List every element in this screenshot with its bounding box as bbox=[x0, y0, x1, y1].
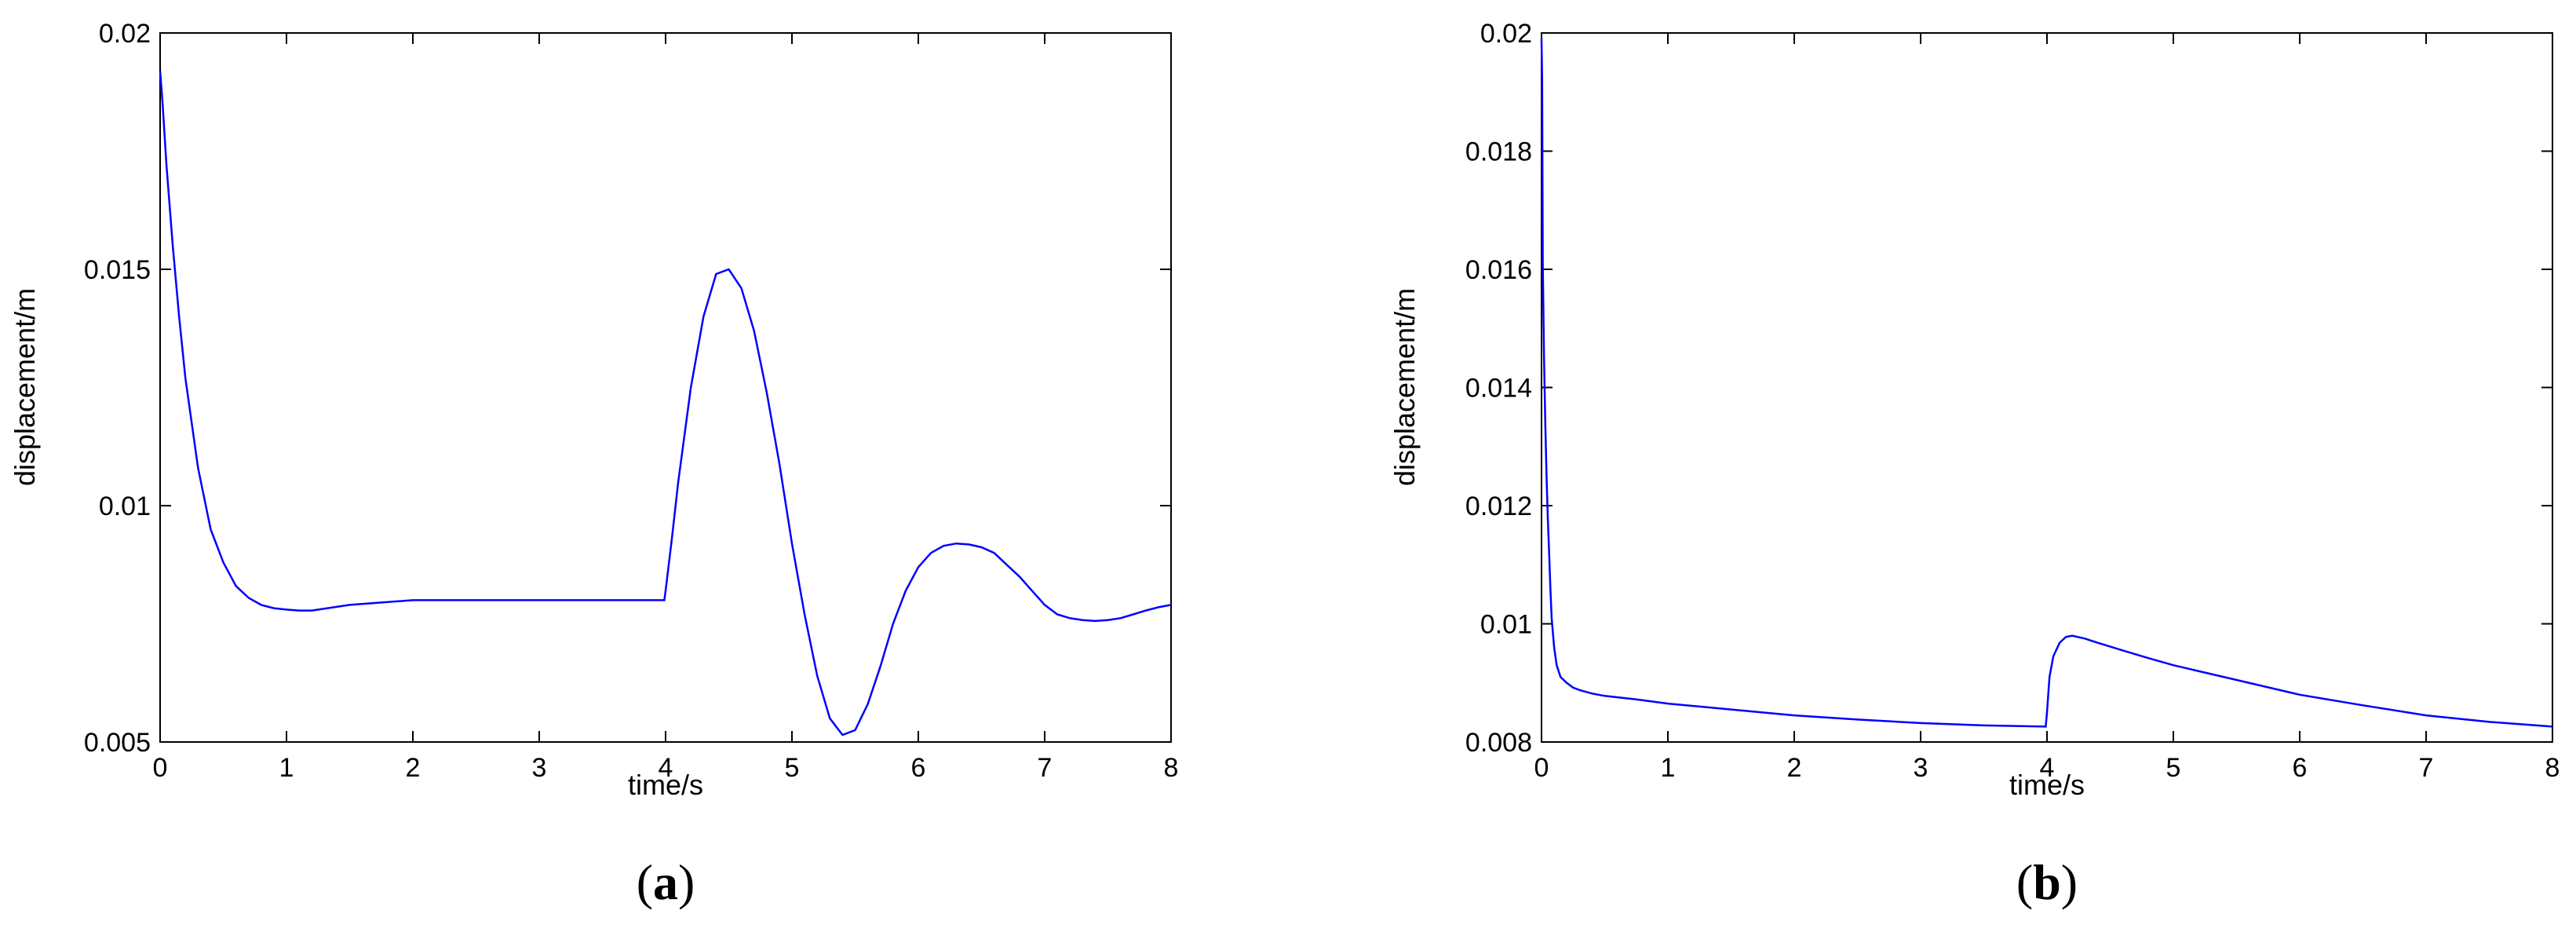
x-tick-label-a-3: 3 bbox=[532, 753, 547, 783]
chart-panel-b: 0.008 0.01 0.012 0.014 0.016 0.018 0.02 0 1 2 3 4 5… bbox=[1388, 19, 2560, 910]
x-tick-label-a-7: 7 bbox=[1038, 753, 1053, 783]
x-tick-label-b-7: 7 bbox=[2419, 753, 2434, 783]
y-axis-a: 0.005 0.01 0.015 0.02 bbox=[84, 19, 1171, 758]
plot-area-a bbox=[159, 32, 1172, 743]
x-tick-label-b-2: 2 bbox=[1787, 753, 1802, 783]
x-tick-label-a-6: 6 bbox=[911, 753, 926, 783]
x-tick-label-a-8: 8 bbox=[1164, 753, 1179, 783]
x-tick-label-b-4: 4 bbox=[2040, 753, 2055, 783]
panel-letter-a: a bbox=[653, 854, 678, 910]
series-line-a bbox=[159, 71, 1172, 736]
chart-panel-a: 0.005 0.01 0.015 0.02 0 1 2 3 4 5 6 7 8 time/s disp… bbox=[9, 19, 1178, 910]
x-tick-label-a-1: 1 bbox=[279, 753, 294, 783]
panel-label-a: (a) bbox=[637, 854, 695, 910]
x-tick-label-b-5: 5 bbox=[2166, 753, 2181, 783]
x-tick-label-a-2: 2 bbox=[406, 753, 421, 783]
x-axis-b: 0 1 2 3 4 5 6 7 8 bbox=[1534, 33, 2560, 783]
panel-label-b: (b) bbox=[2016, 854, 2078, 910]
panel-letter-b: b bbox=[2033, 854, 2061, 910]
x-tick-label-b-0: 0 bbox=[1534, 753, 1549, 783]
x-axis-label-a: time/s bbox=[628, 769, 703, 801]
y-tick-label-a-0: 0.005 bbox=[84, 728, 151, 758]
x-tick-label-a-0: 0 bbox=[153, 753, 168, 783]
y-tick-label-b-5: 0.018 bbox=[1465, 137, 1532, 167]
y-tick-label-a-3: 0.02 bbox=[99, 19, 151, 49]
y-tick-label-b-3: 0.014 bbox=[1465, 374, 1532, 404]
x-tick-label-b-8: 8 bbox=[2545, 753, 2560, 783]
x-tick-label-b-3: 3 bbox=[1914, 753, 1928, 783]
y-axis-label-a: displacement/m bbox=[9, 288, 41, 486]
y-tick-label-a-1: 0.01 bbox=[99, 492, 151, 521]
y-tick-label-b-0: 0.008 bbox=[1465, 728, 1532, 758]
series-line-b bbox=[1540, 38, 2553, 728]
y-tick-label-b-2: 0.012 bbox=[1465, 492, 1532, 521]
y-axis-label-b: displacement/m bbox=[1388, 288, 1421, 486]
y-axis-b: 0.008 0.01 0.012 0.014 0.016 0.018 0.02 bbox=[1465, 19, 2552, 758]
x-axis-label-b: time/s bbox=[2009, 769, 2085, 801]
y-tick-label-b-4: 0.016 bbox=[1465, 255, 1532, 285]
x-tick-label-a-4: 4 bbox=[659, 753, 673, 783]
y-tick-label-a-2: 0.015 bbox=[84, 255, 151, 285]
y-tick-label-b-1: 0.01 bbox=[1480, 610, 1532, 640]
x-tick-label-b-1: 1 bbox=[1661, 753, 1676, 783]
plot-area-b bbox=[1541, 32, 2553, 743]
x-tick-label-a-5: 5 bbox=[785, 753, 800, 783]
x-tick-label-b-6: 6 bbox=[2293, 753, 2308, 783]
x-axis-a: 0 1 2 3 4 5 6 7 8 bbox=[153, 33, 1179, 783]
y-tick-label-b-6: 0.02 bbox=[1480, 19, 1532, 49]
